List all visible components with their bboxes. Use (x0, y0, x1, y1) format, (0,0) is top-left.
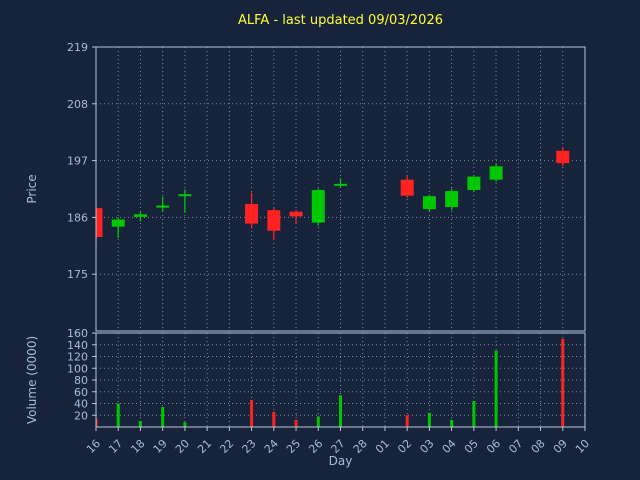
day-tick-label: 18 (128, 437, 147, 456)
volume-bar-03 (427, 412, 431, 427)
day-tick-label: 28 (351, 437, 370, 456)
volume-bar-19 (161, 407, 165, 427)
day-tick-label: 20 (173, 437, 192, 456)
candle-body (556, 150, 570, 164)
day-tick-label: 04 (440, 437, 459, 456)
price-tick-label: 208 (67, 98, 88, 111)
volume-bar-23 (250, 399, 254, 427)
candlesticks (96, 147, 570, 242)
candle-body (111, 219, 125, 227)
price-axis-label: Price (25, 174, 39, 203)
candlestick-06 (489, 163, 503, 182)
day-tick-label: 17 (106, 437, 125, 456)
volume-bar-25 (294, 419, 298, 427)
candlestick-05 (467, 175, 481, 193)
volume-bar-06 (494, 350, 498, 427)
grid-lines (95, 46, 586, 427)
day-tick-label: 24 (262, 437, 281, 456)
price-tick-label: 186 (67, 211, 88, 224)
candle-body (156, 205, 170, 208)
candle-body (133, 214, 147, 217)
chart-title: ALFA - last updated 09/03/2026 (238, 13, 443, 28)
candlestick-17 (111, 217, 125, 239)
day-tick-label: 03 (417, 437, 436, 456)
volume-bar-20 (183, 422, 187, 427)
day-tick-label: 10 (573, 437, 592, 456)
day-tick-label: 19 (151, 437, 170, 456)
candlestick-26 (311, 188, 325, 226)
day-tick-label: 02 (395, 437, 414, 456)
price-tick-label: 175 (67, 268, 88, 281)
candlestick-24 (267, 208, 281, 241)
volume-bar-05 (472, 401, 476, 427)
candlestick-20 (178, 189, 192, 213)
candle-body (334, 183, 347, 186)
candlestick-02 (400, 176, 414, 198)
candle-body (245, 203, 259, 224)
candle-body (445, 191, 459, 208)
volume-bar-16 (96, 418, 98, 427)
candle-body (178, 194, 192, 197)
day-tick-label: 26 (306, 437, 325, 456)
volume-bar-18 (138, 421, 142, 427)
volume-bar-26 (316, 416, 320, 427)
volume-tick-label: 20 (74, 409, 88, 422)
volume-bar-04 (450, 419, 454, 427)
day-tick-label: 23 (240, 437, 259, 456)
price-tick-label: 197 (67, 155, 88, 168)
volume-tick-label: 40 (74, 398, 88, 411)
candle-body (489, 166, 503, 180)
candlestick-19 (156, 196, 170, 212)
volume-bars (96, 338, 565, 427)
candlestick-04 (445, 188, 459, 211)
volume-tick-label: 140 (67, 339, 88, 352)
day-tick-label: 08 (529, 437, 548, 456)
candlestick-23 (245, 192, 259, 229)
volume-bar-09 (561, 338, 565, 427)
candlestick-18 (133, 211, 147, 222)
candle-body (422, 196, 436, 210)
candle-body (96, 208, 103, 238)
volume-tick-label: 60 (74, 386, 88, 399)
price-axes-frame (95, 46, 586, 332)
volume-axis-label: Volume (0000) (25, 336, 39, 424)
volume-bar-17 (116, 403, 120, 427)
price-tick-label: 219 (67, 41, 88, 54)
candle-body (311, 190, 325, 223)
candle-body (289, 211, 303, 217)
candlestick-09 (556, 147, 570, 167)
candlestick-16 (96, 206, 103, 242)
volume-bar-02 (405, 415, 409, 427)
candle-body (467, 176, 481, 191)
day-tick-label: 05 (462, 437, 481, 456)
volume-tick-label: 80 (74, 374, 88, 387)
volume-tick-label: 100 (67, 362, 88, 375)
candle-body (400, 179, 414, 196)
day-tick-label: 06 (484, 437, 503, 456)
day-tick-label: 22 (217, 437, 236, 456)
day-tick-label: 21 (195, 437, 214, 456)
day-tick-label: 07 (506, 437, 525, 456)
x-axis-label: Day (329, 454, 353, 468)
volume-tick-label: 120 (67, 351, 88, 364)
candlestick-03 (422, 194, 436, 213)
day-tick-label: 16 (84, 437, 103, 456)
day-tick-label: 01 (373, 437, 392, 456)
volume-tick-label: 160 (67, 327, 88, 340)
volume-bar-27 (339, 395, 342, 427)
candlestick-27 (334, 178, 347, 187)
day-tick-label: 25 (284, 437, 303, 456)
candle-body (267, 210, 281, 231)
day-tick-label: 09 (551, 437, 570, 456)
candlestick-25 (289, 210, 303, 224)
volume-bar-24 (272, 411, 276, 427)
